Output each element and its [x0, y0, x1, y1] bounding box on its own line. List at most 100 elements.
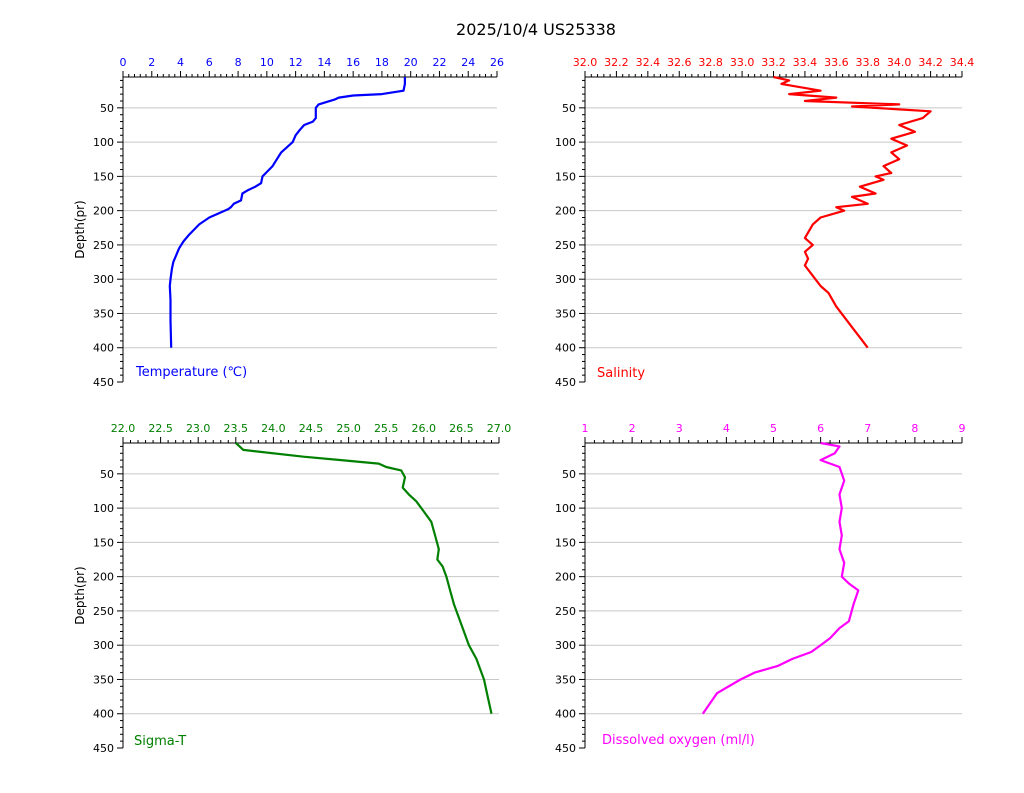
y-tick-label: 100 [555, 136, 576, 149]
x-tick-label: 34.4 [950, 56, 975, 69]
y-tick-label: 150 [555, 170, 576, 183]
y-tick-label: 300 [555, 639, 576, 652]
y-tick-label: 350 [93, 673, 114, 686]
y-tick-label: 200 [555, 205, 576, 218]
x-tick-label: 8 [235, 56, 242, 69]
y-tick-label: 100 [93, 136, 114, 149]
y-tick-label: 450 [555, 742, 576, 755]
y-axis-label: Depth(pr) [73, 566, 87, 624]
y-tick-label: 50 [100, 102, 114, 115]
x-tick-label: 22.5 [148, 422, 173, 435]
y-tick-label: 200 [93, 205, 114, 218]
y-tick-label: 400 [93, 342, 114, 355]
x-tick-label: 33.6 [824, 56, 849, 69]
y-tick-label: 150 [93, 536, 114, 549]
x-tick-label: 34.2 [918, 56, 943, 69]
y-tick-label: 50 [562, 468, 576, 481]
x-tick-label: 6 [817, 422, 824, 435]
panel-4: 50 100 150 200 250 300 350 400 450 1 2 3 4 5 6 7 8 9 Disso… [555, 422, 966, 755]
x-tick-label: 0 [120, 56, 127, 69]
panel-title: Temperature (℃) [135, 365, 247, 380]
y-tick-label: 400 [93, 708, 114, 721]
y-tick-label: 400 [555, 342, 576, 355]
series-line [773, 75, 932, 349]
x-tick-label: 6 [206, 56, 213, 69]
x-tick-label: 32.4 [636, 56, 661, 69]
x-tick-label: 8 [911, 422, 918, 435]
x-tick-label: 16 [346, 56, 360, 69]
y-tick-label: 50 [562, 102, 576, 115]
x-tick-label: 26 [490, 56, 504, 69]
y-tick-label: 150 [555, 536, 576, 549]
series-line [168, 77, 406, 348]
y-tick-label: 300 [555, 273, 576, 286]
y-tick-label: 350 [93, 307, 114, 320]
x-tick-label: 3 [676, 422, 683, 435]
x-tick-label: 20 [404, 56, 418, 69]
x-tick-label: 23.0 [186, 422, 211, 435]
x-tick-label: 34.0 [887, 56, 912, 69]
panel-title: Dissolved oxygen (ml/l) [602, 733, 755, 748]
x-tick-label: 12 [289, 56, 303, 69]
panel-title: Sigma-T [134, 734, 186, 749]
y-tick-label: 350 [555, 307, 576, 320]
y-tick-label: 450 [93, 376, 114, 389]
x-tick-label: 23.5 [224, 422, 249, 435]
x-tick-label: 33.4 [793, 56, 818, 69]
x-tick-label: 5 [770, 422, 777, 435]
x-tick-label: 25.5 [374, 422, 399, 435]
y-tick-label: 300 [93, 639, 114, 652]
series-line [701, 441, 860, 715]
y-tick-label: 100 [93, 502, 114, 515]
figure-title: 2025/10/4 US25338 [456, 20, 616, 39]
x-tick-label: 4 [177, 56, 184, 69]
x-tick-label: 27.0 [487, 422, 512, 435]
x-tick-label: 33.2 [761, 56, 786, 69]
x-tick-label: 10 [260, 56, 274, 69]
x-tick-label: 9 [959, 422, 966, 435]
y-tick-label: 200 [93, 571, 114, 584]
x-tick-label: 32.0 [573, 56, 598, 69]
y-axis-label: Depth(pr) [73, 200, 87, 258]
panel-1: 50 100 150 200 250 300 350 400 450 0 2 4 6 8 10 12 14 16 1… [73, 56, 504, 389]
y-tick-label: 400 [555, 708, 576, 721]
y-tick-label: 250 [555, 605, 576, 618]
x-tick-label: 32.6 [667, 56, 692, 69]
x-tick-label: 25.0 [336, 422, 361, 435]
x-tick-label: 2 [629, 422, 636, 435]
x-tick-label: 24.0 [261, 422, 286, 435]
x-tick-label: 22.0 [111, 422, 136, 435]
y-tick-label: 100 [555, 502, 576, 515]
x-tick-label: 32.8 [698, 56, 723, 69]
panel-2: 50 100 150 200 250 300 350 400 450 32.0 32.2 32.4 32… [555, 56, 974, 389]
y-tick-label: 350 [555, 673, 576, 686]
x-tick-label: 7 [864, 422, 871, 435]
x-tick-label: 26.0 [412, 422, 437, 435]
y-tick-label: 50 [100, 468, 114, 481]
x-tick-label: 24.5 [299, 422, 324, 435]
x-tick-label: 33.0 [730, 56, 755, 69]
y-tick-label: 200 [555, 571, 576, 584]
x-tick-label: 22 [432, 56, 446, 69]
y-tick-label: 450 [93, 742, 114, 755]
x-tick-label: 24 [461, 56, 475, 69]
x-tick-label: 4 [723, 422, 730, 435]
y-tick-label: 450 [555, 376, 576, 389]
series-line [235, 442, 493, 714]
panel-title: Salinity [597, 366, 645, 381]
y-tick-label: 250 [93, 605, 114, 618]
y-tick-label: 250 [93, 239, 114, 252]
x-tick-label: 26.5 [449, 422, 474, 435]
y-tick-label: 250 [555, 239, 576, 252]
y-tick-label: 150 [93, 170, 114, 183]
y-tick-label: 300 [93, 273, 114, 286]
x-tick-label: 14 [317, 56, 331, 69]
panel-3: 50 100 150 200 250 300 350 400 450 22.0 22.5 23.0 23… [73, 422, 511, 755]
x-tick-label: 32.2 [604, 56, 629, 69]
x-tick-label: 18 [375, 56, 389, 69]
x-tick-label: 33.8 [856, 56, 881, 69]
x-tick-label: 1 [582, 422, 589, 435]
